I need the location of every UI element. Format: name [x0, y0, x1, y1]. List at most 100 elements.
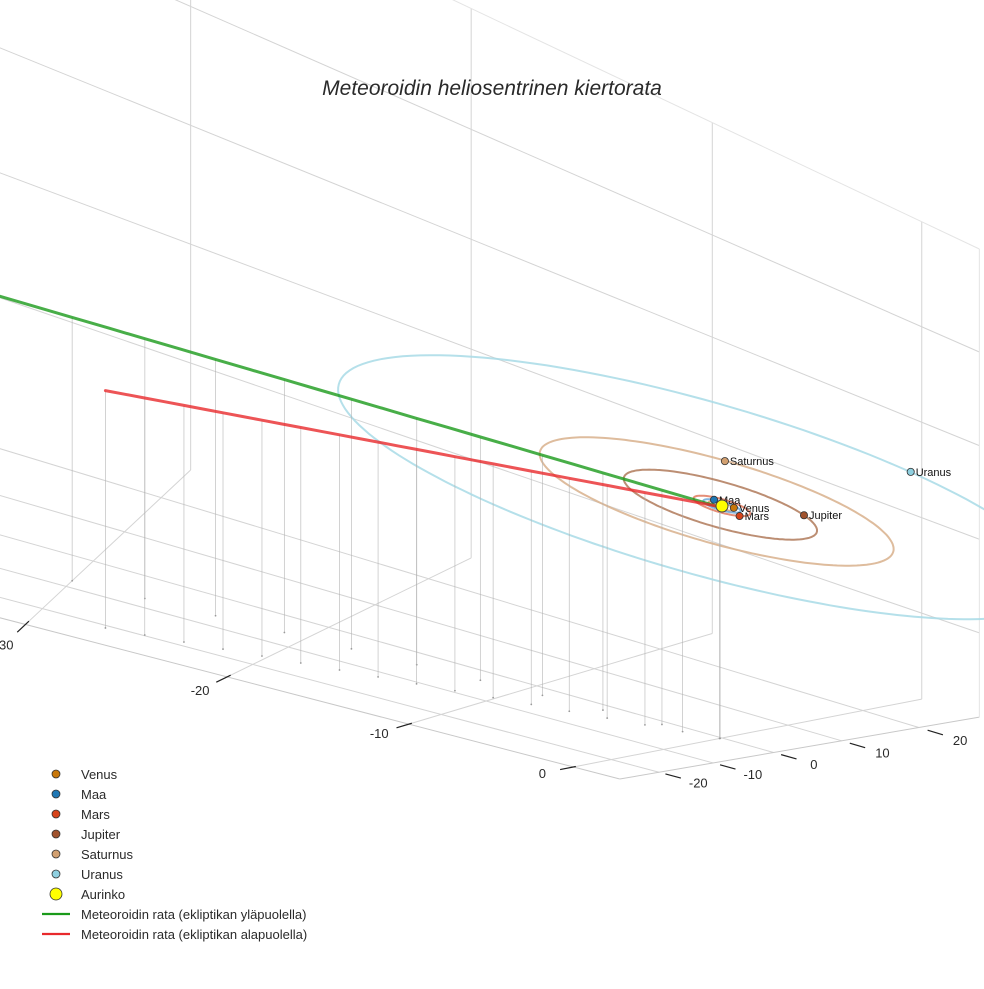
chart-title: Meteoroidin heliosentrinen kiertorata	[322, 77, 662, 100]
trajectory-drop-point	[541, 694, 544, 697]
legend: Venus Maa Mars Jupiter Saturnus Uranus Aurinko…	[42, 767, 307, 942]
floor-grid-line	[226, 557, 472, 678]
y-tick-label: -10	[743, 767, 762, 782]
legend-entry-label: Aurinko	[81, 887, 125, 902]
y-tick-mark	[849, 742, 866, 749]
planet-saturnus-marker	[720, 457, 729, 466]
legend-entry-label: Uranus	[81, 867, 123, 882]
trajectory-drop-point	[479, 679, 482, 682]
wall-grid-line	[0, 297, 980, 634]
legend-entry-label: Mars	[81, 807, 110, 822]
planet-venus-marker	[729, 503, 738, 512]
trajectory-drop-point	[606, 717, 609, 719]
legend-entry-label: Venus	[81, 767, 118, 782]
orbit-uranus	[337, 354, 984, 621]
planet-mars-marker	[735, 512, 744, 521]
legend-entry-label: Saturnus	[81, 847, 134, 862]
planet-jupiter-label: Jupiter	[809, 510, 842, 522]
legend-entry-label: Maa	[81, 787, 107, 802]
orbit-layer	[337, 354, 984, 621]
trajectory-drop-point	[492, 696, 495, 699]
legend-entry-label: Meteoroidin rata (ekliptikan alapuolella…	[81, 927, 307, 942]
orbit-saturnus	[538, 436, 895, 567]
y-tick-mark	[719, 764, 736, 770]
y-tick-label: -20	[689, 776, 708, 791]
x-tick-label: 0	[539, 766, 546, 781]
trajectory-drop-point	[530, 703, 533, 706]
trajectory-drop-point	[338, 669, 341, 671]
planet-jupiter-marker	[799, 511, 808, 520]
floor-grid-line	[0, 534, 774, 754]
floor-grid-line	[0, 567, 714, 764]
y-tick-mark	[780, 754, 797, 760]
legend-marker-swatch	[51, 769, 61, 779]
orbit-jupiter	[622, 468, 818, 541]
box-edge	[0, 617, 620, 780]
legend-entry-label: Meteoroidin rata (ekliptikan yläpuolella…	[81, 907, 306, 922]
trajectory-drop-point	[644, 723, 646, 726]
trajectory-above	[0, 294, 721, 509]
x-tick-mark	[396, 722, 413, 729]
planet-uranus-label: Uranus	[916, 467, 952, 479]
grid-layer	[0, 0, 980, 780]
trajectory-drop-point	[568, 710, 571, 713]
trajectory-drop-point	[350, 647, 353, 650]
y-tick-label: 10	[875, 746, 889, 761]
trajectory-drop-point	[661, 723, 663, 726]
trajectory-drop-point	[214, 614, 217, 617]
trajectory-drop-point	[283, 631, 286, 634]
wall-grid-line	[174, 0, 980, 353]
trajectory-drop-point	[602, 709, 604, 711]
legend-marker-swatch	[51, 849, 61, 859]
x-tick-label: -20	[191, 683, 210, 698]
trajectory-drop-point	[261, 655, 263, 657]
floor-grid-line	[25, 469, 191, 625]
sun-marker	[715, 499, 729, 513]
x-tick-label: -10	[370, 726, 389, 741]
y-tick-mark	[665, 773, 682, 779]
floor-grid-line	[0, 448, 920, 729]
box-edge	[619, 716, 980, 780]
x-tick-mark	[216, 674, 231, 683]
y-tick-mark	[927, 729, 944, 736]
trajectory-drop-point	[415, 682, 418, 685]
trajectory-drop-point	[71, 579, 74, 582]
trajectory-drop-point	[719, 737, 722, 740]
trajectory-drop-point	[104, 627, 107, 629]
planet-mars-label: Mars	[745, 511, 770, 523]
legend-marker-swatch	[51, 809, 61, 819]
x-tick-label: -30	[0, 637, 13, 652]
y-tick-label: 20	[953, 733, 967, 748]
box-edge	[452, 0, 980, 250]
planet-saturnus-label: Saturnus	[730, 456, 775, 468]
legend-marker-swatch	[49, 887, 63, 901]
legend-marker-swatch	[51, 869, 61, 879]
floor-grid-line	[0, 596, 660, 773]
x-tick-mark	[559, 765, 576, 771]
legend-entry-label: Jupiter	[81, 827, 121, 842]
planet-uranus-marker	[906, 467, 915, 476]
trajectory-below	[103, 389, 722, 509]
legend-marker-swatch	[51, 829, 61, 839]
trajectory-drop-point	[183, 641, 185, 643]
trajectory-drop-point	[222, 648, 224, 650]
floor-grid-line	[408, 632, 713, 725]
y-tick-label: 0	[810, 757, 817, 772]
trajectory-layer	[0, 294, 722, 740]
trajectory-drop-point	[299, 662, 302, 664]
trajectory-drop-point	[681, 730, 684, 733]
orbit-mars	[692, 494, 752, 518]
trajectory-drop-point	[377, 676, 379, 678]
wall-grid-line	[0, 172, 980, 540]
trajectory-drop-point	[454, 689, 456, 692]
legend-marker-swatch	[51, 789, 61, 799]
wall-grid-line	[0, 47, 980, 447]
trajectory-drop-point	[143, 634, 146, 636]
x-tick-mark	[16, 620, 30, 633]
planet-venus-label: Venus	[739, 503, 770, 515]
floor-grid-line	[0, 494, 842, 742]
